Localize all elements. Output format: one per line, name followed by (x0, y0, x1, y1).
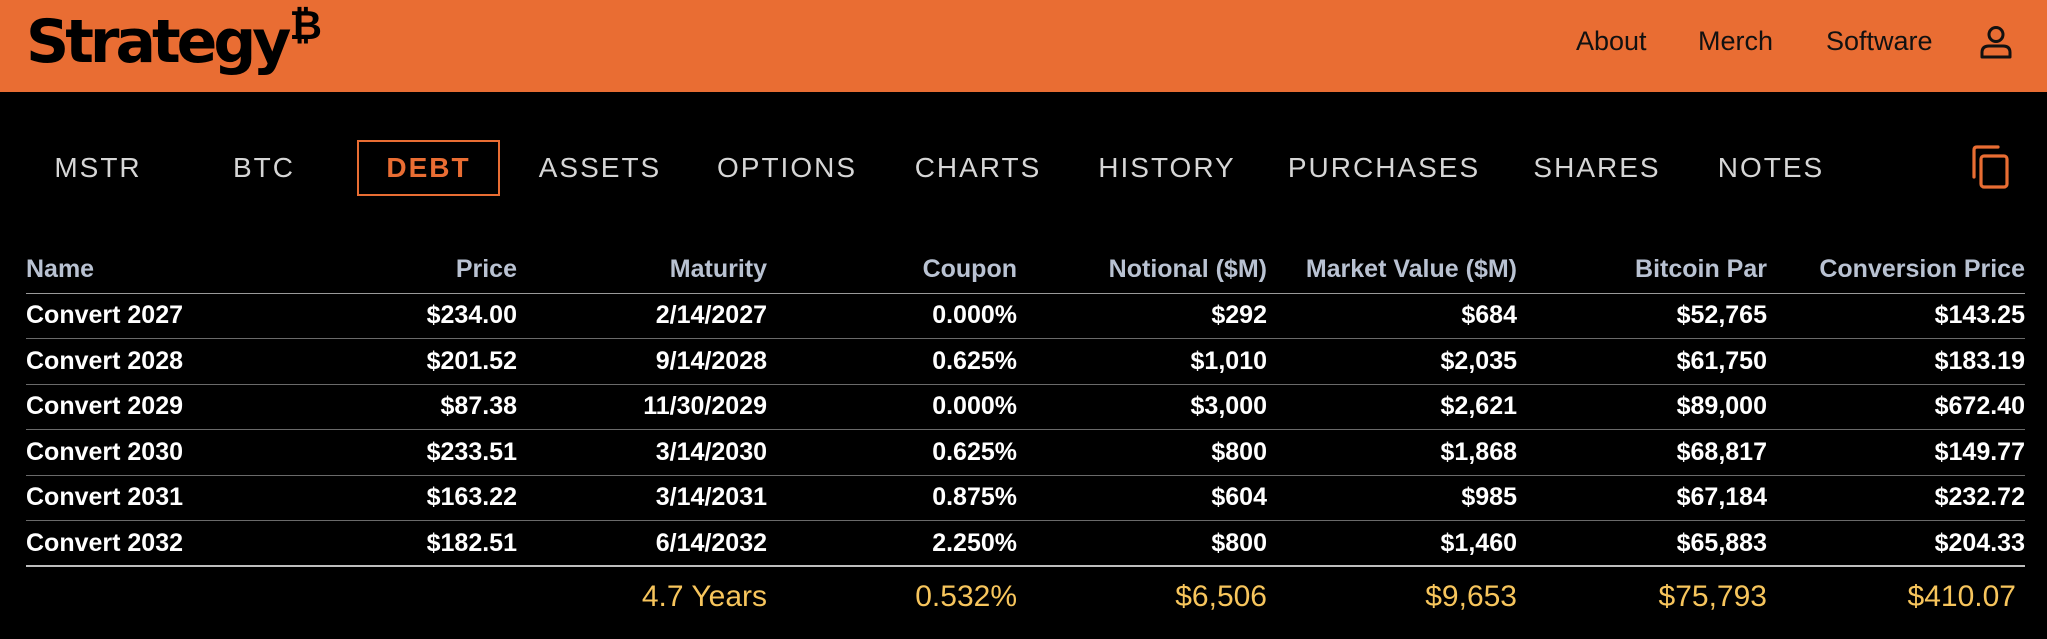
user-icon[interactable] (1978, 24, 2014, 60)
table-row[interactable]: Convert 2027 $234.00 2/14/2027 0.000% $2… (26, 293, 2025, 339)
cell-price: $201.52 (251, 338, 517, 385)
tab-shares[interactable]: SHARES (1533, 152, 1661, 183)
cell-conversion-price: $232.72 (1767, 475, 2025, 521)
column-header-bitcoin-par[interactable]: Bitcoin Par (1517, 247, 1767, 294)
tab-purchases[interactable]: PURCHASES (1287, 152, 1481, 183)
cell-notional: $604 (1017, 475, 1267, 521)
copy-icon[interactable] (1968, 144, 2012, 192)
strategy-logo[interactable]: Strategy ₿ (26, 2, 322, 88)
summary-coupon: 0.532% (915, 579, 1017, 613)
cell-price: $234.00 (251, 293, 517, 339)
cell-notional: $3,000 (1017, 384, 1267, 430)
cell-coupon: 0.625% (767, 429, 1017, 476)
tab-debt[interactable]: DEBT (357, 140, 500, 196)
table-row[interactable]: Convert 2030 $233.51 3/14/2030 0.625% $8… (26, 429, 2025, 476)
summary-notional: $6,506 (1175, 579, 1267, 613)
column-header-name[interactable]: Name (26, 247, 251, 294)
cell-market-value: $1,460 (1267, 520, 1517, 567)
cell-name: Convert 2029 (26, 384, 251, 430)
cell-market-value: $2,035 (1267, 338, 1517, 385)
cell-name: Convert 2030 (26, 429, 251, 476)
logo-text: Strategy (26, 7, 291, 77)
cell-coupon: 0.000% (767, 293, 1017, 339)
cell-maturity: 11/30/2029 (517, 384, 767, 430)
summary-price (251, 566, 517, 620)
cell-market-value: $684 (1267, 293, 1517, 339)
cell-maturity: 6/14/2032 (517, 520, 767, 567)
debt-table: Name Price Maturity Coupon Notional ($M)… (26, 247, 2025, 620)
cell-conversion-price: $143.25 (1767, 293, 2025, 339)
bitcoin-mark-icon: ₿ (289, 3, 323, 49)
cell-market-value: $2,621 (1267, 384, 1517, 430)
cell-notional: $800 (1017, 429, 1267, 476)
nav-link-merch[interactable]: Merch (1698, 26, 1774, 56)
table-header-row: Name Price Maturity Coupon Notional ($M)… (26, 247, 2025, 294)
column-header-coupon[interactable]: Coupon (767, 247, 1017, 294)
cell-price: $182.51 (251, 520, 517, 567)
cell-bitcoin-par: $89,000 (1517, 384, 1767, 430)
cell-bitcoin-par: $67,184 (1517, 475, 1767, 521)
table-row[interactable]: Convert 2032 $182.51 6/14/2032 2.250% $8… (26, 520, 2025, 567)
cell-conversion-price: $149.77 (1767, 429, 2025, 476)
cell-bitcoin-par: $61,750 (1517, 338, 1767, 385)
cell-maturity: 3/14/2031 (517, 475, 767, 521)
summary-name (26, 566, 251, 620)
column-header-price[interactable]: Price (251, 247, 517, 294)
cell-market-value: $1,868 (1267, 429, 1517, 476)
cell-conversion-price: $204.33 (1767, 520, 2025, 567)
summary-row: 4.7 Years 0.532% $6,506 $9,653 $75,793 $… (26, 566, 2025, 620)
top-bar: Strategy ₿ About Merch Software (0, 0, 2047, 92)
cell-coupon: 0.625% (767, 338, 1017, 385)
tab-charts[interactable]: CHARTS (914, 152, 1042, 183)
cell-bitcoin-par: $68,817 (1517, 429, 1767, 476)
summary-market-value: $9,653 (1425, 579, 1517, 613)
cell-name: Convert 2031 (26, 475, 251, 521)
cell-coupon: 0.875% (767, 475, 1017, 521)
tab-history[interactable]: HISTORY (1098, 152, 1236, 183)
cell-coupon: 0.000% (767, 384, 1017, 430)
tab-assets[interactable]: ASSETS (538, 152, 662, 183)
tab-options[interactable]: OPTIONS (716, 152, 857, 183)
cell-notional: $1,010 (1017, 338, 1267, 385)
cell-notional: $292 (1017, 293, 1267, 339)
tab-bar: MSTR BTC DEBT ASSETS OPTIONS CHARTS HIST… (0, 140, 2047, 196)
cell-name: Convert 2027 (26, 293, 251, 339)
cell-price: $87.38 (251, 384, 517, 430)
summary-conversion-price: $410.07 (1907, 579, 2016, 613)
nav-link-software[interactable]: Software (1826, 26, 1933, 56)
cell-price: $233.51 (251, 429, 517, 476)
cell-name: Convert 2032 (26, 520, 251, 567)
summary-maturity: 4.7 Years (641, 579, 767, 613)
cell-conversion-price: $672.40 (1767, 384, 2025, 430)
cell-notional: $800 (1017, 520, 1267, 567)
table-row[interactable]: Convert 2029 $87.38 11/30/2029 0.000% $3… (26, 384, 2025, 430)
cell-name: Convert 2028 (26, 338, 251, 385)
cell-bitcoin-par: $65,883 (1517, 520, 1767, 567)
table-row[interactable]: Convert 2031 $163.22 3/14/2031 0.875% $6… (26, 475, 2025, 521)
column-header-maturity[interactable]: Maturity (517, 247, 767, 294)
cell-coupon: 2.250% (767, 520, 1017, 567)
cell-conversion-price: $183.19 (1767, 338, 2025, 385)
tab-notes[interactable]: NOTES (1717, 152, 1825, 183)
column-header-market-value[interactable]: Market Value ($M) (1267, 247, 1517, 294)
tab-btc[interactable]: BTC (233, 152, 295, 183)
cell-price: $163.22 (251, 475, 517, 521)
nav-link-about[interactable]: About (1576, 26, 1647, 56)
tab-mstr[interactable]: MSTR (54, 152, 142, 183)
cell-bitcoin-par: $52,765 (1517, 293, 1767, 339)
cell-maturity: 3/14/2030 (517, 429, 767, 476)
summary-bitcoin-par: $75,793 (1658, 579, 1767, 613)
column-header-notional[interactable]: Notional ($M) (1017, 247, 1267, 294)
column-header-conversion-price[interactable]: Conversion Price (1767, 247, 2025, 294)
cell-market-value: $985 (1267, 475, 1517, 521)
cell-maturity: 2/14/2027 (517, 293, 767, 339)
table-row[interactable]: Convert 2028 $201.52 9/14/2028 0.625% $1… (26, 338, 2025, 385)
cell-maturity: 9/14/2028 (517, 338, 767, 385)
